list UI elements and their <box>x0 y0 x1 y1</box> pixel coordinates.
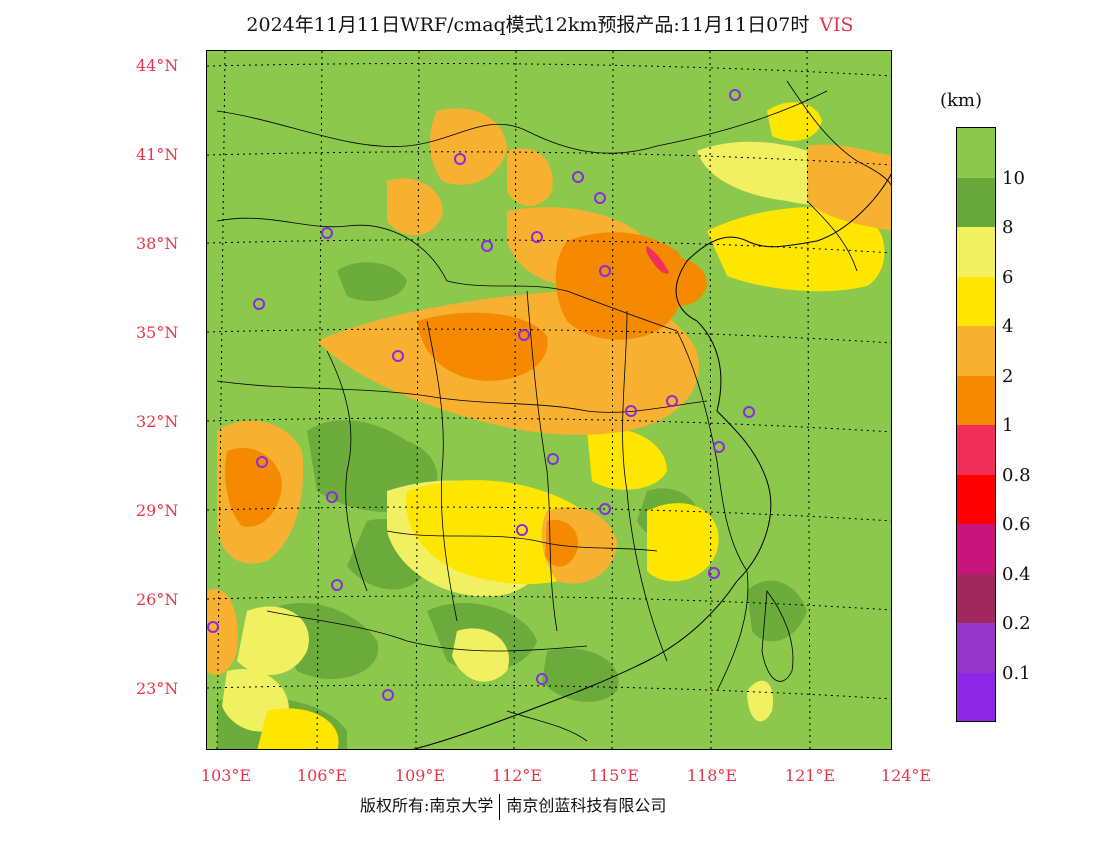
copyright: 版权所有:南京大学 南京创蓝科技有限公司 <box>360 792 666 820</box>
lon-label-124: 124°E <box>880 766 932 785</box>
colorbar-swatch-11 <box>957 673 995 721</box>
lat-label-38: 38°N <box>136 234 179 253</box>
map-area <box>206 50 892 750</box>
colorbar-swatch-2 <box>957 227 995 277</box>
title-main: 2024年11月11日WRF/cmaq模式12km预报产品:11月11日07时 <box>246 14 810 36</box>
lon-label-115: 115°E <box>588 766 640 785</box>
lon-label-118: 118°E <box>686 766 738 785</box>
lon-label-112: 112°E <box>491 766 543 785</box>
lat-label-44: 44°N <box>136 56 179 75</box>
colorbar-label-6: 6 <box>1002 267 1014 288</box>
lon-label-109: 109°E <box>394 766 446 785</box>
lat-label-23: 23°N <box>136 679 179 698</box>
title-variable: VIS <box>819 14 854 36</box>
colorbar <box>956 127 996 722</box>
province-borders <box>216 80 891 742</box>
colorbar-swatch-0 <box>957 128 995 178</box>
colorbar-label-2: 2 <box>1002 366 1014 387</box>
colorbar-label-0.1: 0.1 <box>1002 663 1031 684</box>
colorbar-swatch-7 <box>957 475 995 524</box>
colorbar-swatch-3 <box>957 277 995 326</box>
colorbar-swatch-10 <box>957 623 995 673</box>
pink-hotspot <box>646 246 669 274</box>
lon-label-121: 121°E <box>784 766 836 785</box>
lat-label-41: 41°N <box>136 145 179 164</box>
colorbar-swatch-6 <box>957 425 995 475</box>
colorbar-swatch-1 <box>957 178 995 227</box>
colorbar-swatch-5 <box>957 376 995 425</box>
colorbar-unit: (km) <box>940 90 983 111</box>
lon-label-106: 106°E <box>296 766 348 785</box>
lat-label-29: 29°N <box>136 501 179 520</box>
coastline <box>412 173 891 749</box>
city-markers <box>207 89 755 701</box>
colorbar-label-0.4: 0.4 <box>1002 564 1031 585</box>
lat-label-26: 26°N <box>136 590 179 609</box>
graticule <box>207 51 891 749</box>
map-title: 2024年11月11日WRF/cmaq模式12km预报产品:11月11日07时 V… <box>0 10 1100 37</box>
colorbar-label-8: 8 <box>1002 217 1014 238</box>
copyright-company: 南京创蓝科技有限公司 <box>506 796 667 815</box>
colorbar-label-0.8: 0.8 <box>1002 465 1031 486</box>
copyright-separator <box>499 793 501 820</box>
colorbar-label-0.6: 0.6 <box>1002 514 1031 535</box>
colorbar-label-1: 1 <box>1002 415 1014 436</box>
lon-label-103: 103°E <box>200 766 252 785</box>
colorbar-label-0.2: 0.2 <box>1002 613 1031 634</box>
colorbar-label-10: 10 <box>1002 168 1025 189</box>
colorbar-swatch-4 <box>957 326 995 376</box>
copyright-owner: 版权所有:南京大学 <box>360 796 494 815</box>
visibility-map <box>207 51 891 749</box>
lat-label-32: 32°N <box>136 412 179 431</box>
colorbar-swatch-8 <box>957 524 995 574</box>
lat-label-35: 35°N <box>136 323 179 342</box>
colorbar-swatch-9 <box>957 574 995 623</box>
colorbar-label-4: 4 <box>1002 316 1014 337</box>
